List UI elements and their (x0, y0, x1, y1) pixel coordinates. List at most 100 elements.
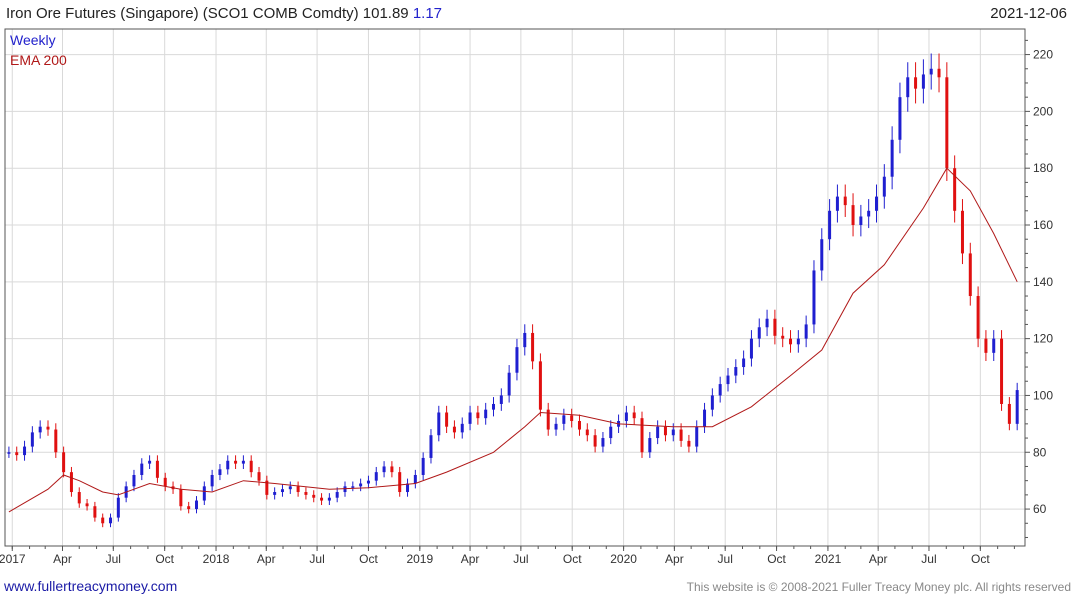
bar-body (280, 489, 284, 493)
bar-body (656, 426, 660, 439)
bar-body (234, 460, 238, 464)
bar-body (499, 395, 503, 404)
bar-body (874, 196, 878, 211)
price-change: 1.17 (412, 5, 443, 22)
bar-body (820, 239, 824, 271)
x-tick-label: 2018 (203, 552, 230, 566)
bar-body (23, 446, 27, 456)
bar-body (413, 474, 417, 484)
y-tick-label: 140 (1033, 275, 1053, 289)
bar-body (69, 472, 73, 493)
bar-body (218, 469, 222, 475)
bar-body (695, 426, 699, 447)
bar-body (460, 423, 464, 433)
bar-body (155, 460, 159, 478)
bar-body (554, 423, 558, 430)
bar-body (749, 338, 753, 359)
bar-body (703, 409, 707, 427)
x-tick-label: Apr (665, 552, 684, 566)
bar-body (179, 489, 183, 507)
bar-body (351, 486, 355, 488)
bar-body (804, 324, 808, 339)
x-tick-label: Apr (869, 552, 888, 566)
bar-body (382, 466, 386, 473)
chart-title: Iron Ore Futures (Singapore) (SCO1 COMB … (6, 5, 442, 22)
bar-body (187, 506, 191, 510)
bar-body (85, 503, 89, 507)
x-tick-label: Oct (971, 552, 990, 566)
bar-body (593, 435, 597, 447)
bar-body (249, 460, 253, 473)
x-tick-label: Jul (309, 552, 324, 566)
bar-body (710, 395, 714, 410)
bar-body (609, 426, 613, 439)
legend: Weekly EMA 200 (10, 32, 67, 68)
x-tick-label: Oct (359, 552, 378, 566)
bar-body (15, 452, 19, 456)
bar-body (452, 426, 456, 433)
bar-body (132, 474, 136, 487)
bar-body (374, 472, 378, 481)
bar-body (523, 332, 527, 348)
bar-body (812, 270, 816, 325)
bar-body (789, 338, 793, 345)
bar-body (109, 517, 113, 524)
bar-body (570, 415, 574, 422)
x-axis: 2017 Apr Jul Oct 2018 Apr Jul Oct 2019 Apr Jul Oct 2… (0, 546, 1015, 566)
bar-body (546, 409, 550, 430)
bar-body (406, 483, 410, 493)
bar-body (960, 210, 964, 254)
bar-body (632, 412, 636, 419)
bar-body (54, 429, 58, 453)
bar-body (624, 412, 628, 422)
bar-body (116, 497, 120, 518)
y-tick-label: 80 (1033, 445, 1047, 459)
y-tick-label: 60 (1033, 502, 1047, 516)
bar-body (1015, 390, 1019, 424)
plot-frame (4, 28, 1026, 547)
site-link[interactable]: www.fullertreacymoney.com (4, 578, 178, 594)
y-tick-label: 100 (1033, 388, 1053, 402)
weekly-bars (7, 53, 1019, 528)
bar-body (906, 77, 910, 98)
copyright: This website is © 2008-2021 Fuller Treac… (686, 580, 1071, 594)
x-tick-label: Oct (563, 552, 582, 566)
x-tick-label: Jul (513, 552, 528, 566)
bar-body (828, 210, 832, 240)
bar-body (781, 335, 785, 339)
bar-body (851, 205, 855, 226)
bar-body (718, 384, 722, 396)
bar-body (359, 483, 363, 487)
bar-body (765, 318, 769, 328)
bar-body (30, 432, 34, 447)
bar-body (867, 210, 871, 217)
bar-body (577, 421, 581, 430)
bar-body (366, 480, 370, 484)
bar-body (835, 196, 839, 211)
bar-body (992, 338, 996, 353)
bar-body (202, 486, 206, 501)
bar-body (148, 460, 152, 464)
bar-body (648, 438, 652, 453)
bar-body (421, 457, 425, 475)
x-tick-label: Jul (106, 552, 121, 566)
bar-body (445, 412, 449, 427)
x-tick-label: Oct (155, 552, 174, 566)
bar-body (507, 372, 511, 396)
x-tick-label: 2021 (815, 552, 842, 566)
bar-body (898, 97, 902, 140)
bar-body (773, 318, 777, 336)
bar-body (101, 517, 105, 524)
bar-body (742, 358, 746, 368)
chart-date: 2021-12-06 (990, 5, 1067, 22)
bar-body (468, 412, 472, 424)
bar-body (437, 412, 441, 436)
bar-body (265, 480, 269, 495)
bar-body (945, 77, 949, 169)
y-axis: 60 80 100 120 140 160 180 200 220 (1025, 39, 1053, 538)
bar-body (953, 168, 957, 211)
bar-body (7, 452, 11, 454)
x-tick-label: Apr (461, 552, 480, 566)
bar-body (601, 438, 605, 447)
